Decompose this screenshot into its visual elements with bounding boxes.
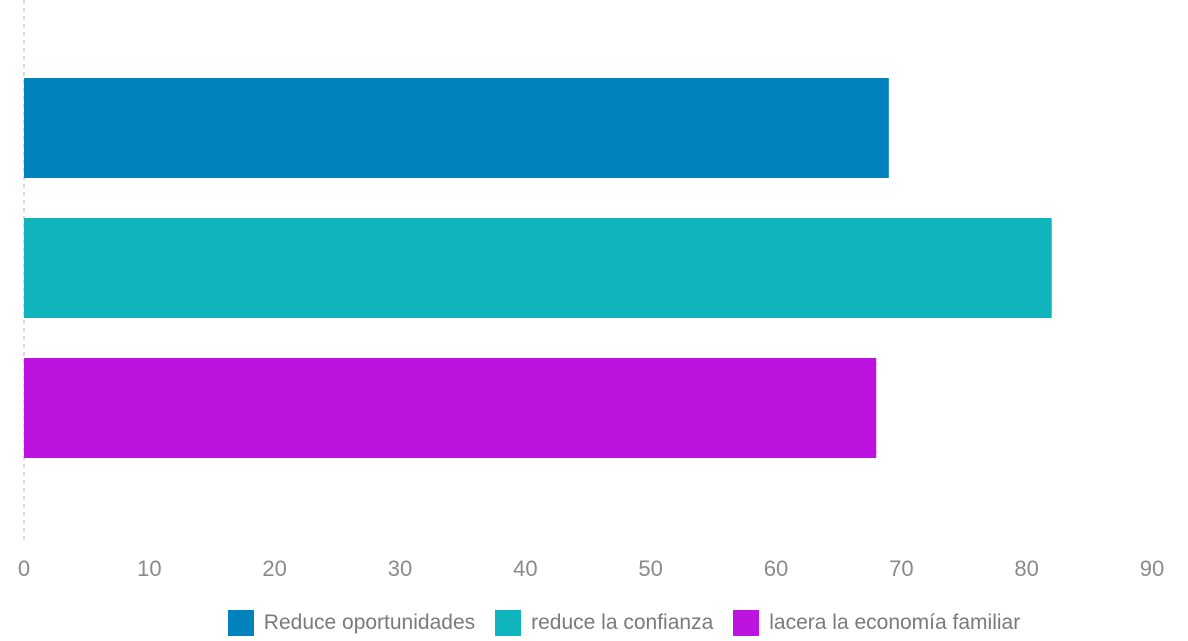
x-tick-label: 10 — [137, 556, 161, 581]
x-tick-label: 70 — [889, 556, 913, 581]
legend-label: lacera la economía familiar — [769, 611, 1021, 634]
bar-group — [24, 78, 1052, 458]
x-tick-label: 0 — [18, 556, 30, 581]
x-tick-label: 80 — [1014, 556, 1038, 581]
x-axis-ticks: 0 10 20 30 40 50 60 70 80 90 — [18, 556, 1164, 581]
legend-swatch — [495, 610, 522, 636]
legend-label: Reduce oportunidades — [263, 611, 476, 634]
x-tick-label: 40 — [513, 556, 537, 581]
legend-item-3[interactable]: lacera la economía familiar — [733, 610, 1020, 636]
bar-chart: 0 10 20 30 40 50 60 70 80 90 — [18, 0, 1164, 581]
legend-swatch — [227, 610, 254, 636]
bar-3 — [24, 358, 877, 458]
bar-1 — [24, 78, 889, 178]
legend-item-1[interactable]: Reduce oportunidades — [227, 610, 476, 636]
chart-legend: Reduce oportunidades reduce la confianza l… — [0, 606, 1188, 640]
legend-swatch — [733, 610, 760, 636]
x-tick-label: 30 — [388, 556, 412, 581]
legend-label: reduce la confianza — [531, 611, 714, 634]
x-tick-label: 90 — [1140, 556, 1164, 581]
x-tick-label: 50 — [638, 556, 662, 581]
bar-2 — [24, 218, 1052, 318]
x-tick-label: 20 — [262, 556, 286, 581]
x-tick-label: 60 — [764, 556, 788, 581]
legend-item-2[interactable]: reduce la confianza — [495, 610, 713, 636]
